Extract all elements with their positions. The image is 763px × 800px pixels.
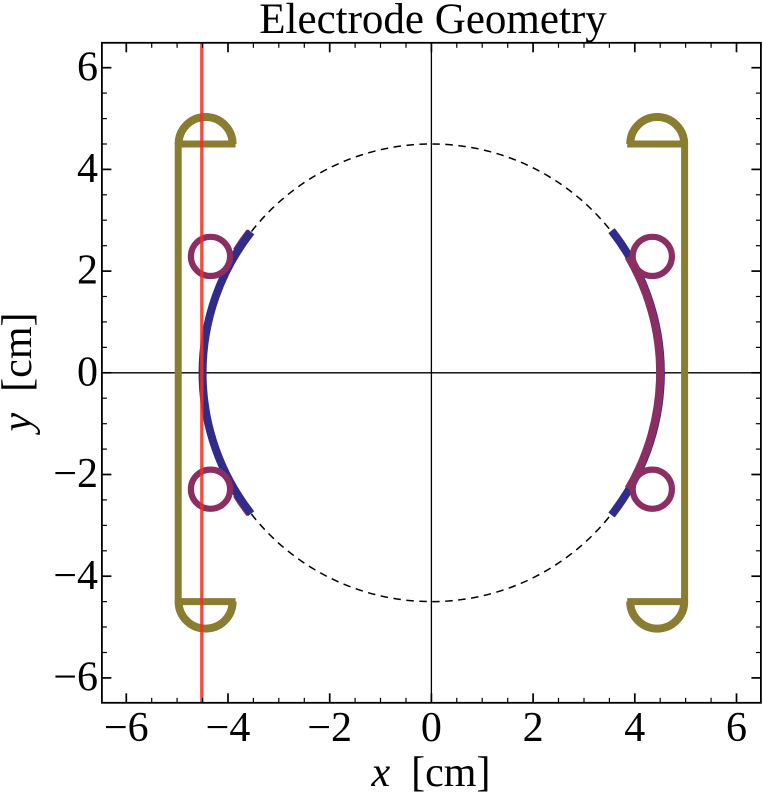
- svg-text:4: 4: [77, 146, 98, 192]
- svg-text:−4: −4: [53, 553, 98, 599]
- svg-text:6: 6: [77, 44, 98, 90]
- svg-text:Electrode Geometry: Electrode Geometry: [259, 0, 607, 43]
- svg-text:2: 2: [77, 248, 98, 294]
- svg-text:y [cm]: y [cm]: [0, 313, 41, 436]
- svg-text:−2: −2: [307, 705, 352, 751]
- svg-text:4: 4: [624, 705, 645, 751]
- svg-text:0: 0: [421, 705, 442, 751]
- svg-text:−6: −6: [53, 655, 98, 701]
- svg-text:2: 2: [523, 705, 544, 751]
- svg-text:0: 0: [77, 349, 98, 395]
- svg-text:6: 6: [726, 705, 747, 751]
- svg-text:−6: −6: [104, 705, 149, 751]
- svg-text:−2: −2: [53, 451, 98, 497]
- svg-text:x [cm]: x [cm]: [371, 750, 491, 796]
- svg-text:−4: −4: [206, 705, 251, 751]
